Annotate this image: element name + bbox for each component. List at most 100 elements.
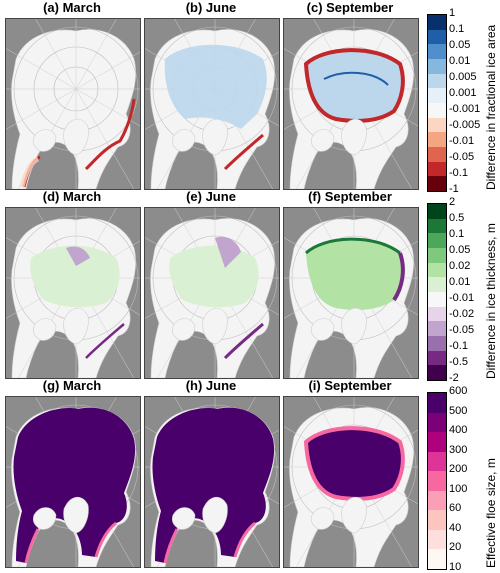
colorbar-segment — [428, 365, 446, 381]
meridian-line — [6, 48, 77, 90]
greenland-landmass — [202, 496, 228, 534]
marginal-zone-small-floes — [233, 521, 256, 558]
colorbar-segment — [428, 277, 446, 293]
colorbar-tick-label: -0.01 — [449, 292, 475, 304]
colorbar-tick-label: 0.02 — [449, 260, 471, 272]
panel-title: (g) March — [42, 378, 102, 393]
ice-edge-negative-band — [85, 323, 125, 359]
hudson-bay — [310, 318, 335, 341]
colorbar-tick-label: -2 — [449, 372, 459, 384]
marginal-zone-small-floes-west — [24, 528, 40, 564]
colorbar-tick-label: 0.005 — [449, 71, 477, 83]
panel-title: (i) September — [308, 378, 392, 393]
marginal-zone-small-floes — [94, 521, 117, 558]
colorbar-segment — [428, 471, 446, 492]
colorbar-tick-label: 0.05 — [449, 39, 471, 51]
map-svg — [6, 208, 140, 378]
floe-size-field — [306, 428, 403, 499]
strong-negative-edge — [392, 252, 405, 302]
colorbar-tick-label: -0.05 — [449, 151, 475, 163]
panel-title: (c) September — [306, 0, 394, 15]
greenland-landmass — [63, 496, 89, 534]
panel-title: (e) June — [186, 189, 236, 204]
meridian-line — [75, 88, 140, 127]
positive-thickness-region — [169, 245, 259, 308]
greenland-landmass — [341, 118, 367, 156]
positive-area-region — [164, 44, 267, 130]
colorbar-segment — [428, 44, 446, 60]
greenland-landmass — [63, 307, 89, 345]
colorbar-tick-label: 0.01 — [449, 55, 471, 67]
map-panel — [283, 207, 419, 379]
map-svg — [145, 208, 279, 378]
greenland-landmass — [202, 307, 228, 345]
meridian-line — [75, 51, 140, 90]
map-svg — [284, 208, 418, 378]
hudson-bay — [171, 318, 196, 341]
map-svg — [6, 397, 140, 567]
field-layer — [30, 245, 125, 359]
colorbar-segment — [428, 117, 446, 133]
negative-thickness-patch — [215, 236, 241, 268]
colorbar-tick-label: -0.1 — [449, 340, 468, 352]
colorbar-tick-label: -1 — [449, 183, 459, 195]
colorbar-segment — [428, 103, 446, 119]
floe-size-field — [13, 407, 136, 563]
meridian-line — [6, 88, 77, 130]
ice-edge-light-band — [19, 156, 40, 188]
hudson-bay — [32, 318, 57, 341]
map-panel — [144, 207, 280, 379]
floe-size-field — [152, 407, 275, 563]
colorbar-label: Difference in fractional ice area — [484, 24, 498, 190]
colorbar-segment — [428, 73, 446, 89]
map-panel — [283, 396, 419, 568]
colorbar-tick-label: 100 — [449, 482, 468, 495]
field-layer — [164, 44, 267, 171]
colorbar-segment — [428, 262, 446, 278]
strong-positive-strip — [323, 71, 389, 86]
meridian-line — [75, 19, 117, 90]
colorbar-segment — [428, 88, 446, 104]
colorbar-segment — [428, 393, 446, 414]
colorbar-segment — [428, 336, 446, 352]
map-panel — [5, 396, 141, 568]
map-panel — [283, 18, 419, 190]
colorbar-tick-label: 600 — [449, 385, 468, 397]
colorbar-tick-label: 40 — [449, 521, 462, 534]
field-layer — [152, 407, 275, 564]
greenland-landmass — [341, 307, 367, 345]
map-svg — [284, 19, 418, 189]
map-panel — [5, 207, 141, 379]
panel-title: (f) September — [308, 189, 392, 204]
colorbar-tick-label: 10 — [449, 561, 462, 573]
colorbar-segment — [428, 233, 446, 249]
colorbar-segment — [428, 451, 446, 472]
colorbar-tick-label: 500 — [449, 404, 468, 417]
negative-thickness-patch — [66, 246, 90, 266]
colorbar-label: Difference in ice thickness, m — [484, 223, 498, 379]
strong-positive-edge — [304, 237, 401, 255]
map-svg — [145, 397, 279, 567]
colorbar-tick-label: 20 — [449, 541, 462, 554]
colorbar-tick-label: -0.5 — [449, 356, 468, 368]
ice-edge-negative-ring — [303, 48, 405, 123]
colorbar-segment — [428, 432, 446, 453]
colorbar-tick-label: -0.01 — [449, 135, 475, 147]
hudson-bay — [32, 129, 57, 152]
colorbar-segment — [428, 529, 446, 550]
hudson-bay — [171, 507, 196, 530]
colorbar-tick-label: 0.01 — [449, 276, 471, 288]
colorbar-tick-label: 0.05 — [449, 244, 471, 256]
panel-title: (a) March — [43, 0, 101, 15]
field-layer — [303, 48, 405, 123]
meridian-line — [75, 88, 135, 189]
colorbar-segment — [428, 15, 446, 31]
colorbar — [427, 14, 447, 192]
colorbar — [427, 203, 447, 381]
colorbar-segment — [428, 29, 446, 45]
panel-title: (d) March — [42, 189, 102, 204]
colorbar-segment — [428, 306, 446, 322]
meridian-line — [35, 19, 77, 90]
colorbar-label: Effective floe size, m — [484, 458, 498, 568]
colorbar-tick-label: -0.02 — [449, 308, 475, 320]
